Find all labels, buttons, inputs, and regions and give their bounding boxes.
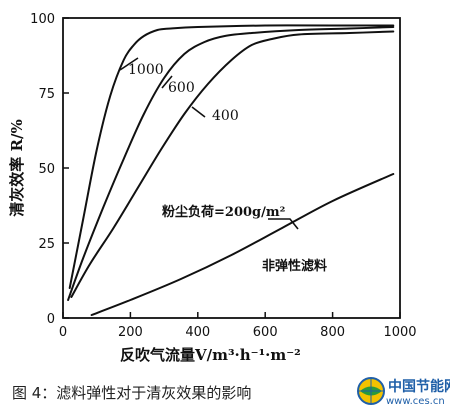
series-line-3 — [90, 173, 395, 316]
y-tick-label: 25 — [38, 237, 55, 252]
plot-area: 0 200 400 600 800 1000 0 25 50 75 100 反吹气流量V/m³·h⁻¹… — [8, 12, 417, 364]
x-axis-label: 反吹气流量V/m³·h⁻¹·m⁻² — [120, 346, 301, 364]
x-tick-label: 0 — [59, 325, 67, 340]
series-line-2 — [70, 30, 395, 298]
dust-load-annotation: 粉尘负荷=200g/m² — [162, 204, 285, 220]
series-label-leader-0 — [119, 57, 139, 71]
series-label-2: 400 — [212, 108, 239, 124]
x-tick-label: 600 — [253, 325, 278, 340]
watermark-url: www.ces.cn — [386, 396, 445, 407]
chart: 0 200 400 600 800 1000 0 25 50 75 100 反吹气流量V/m³·h⁻¹… — [8, 12, 417, 364]
series-line-1 — [67, 26, 395, 301]
non-elastic-annotation: 非弹性滤料 — [262, 258, 327, 274]
figure-caption: 图 4：滤料弹性对于清灰效果的影响 — [12, 384, 252, 402]
series-label-1: 600 — [168, 80, 195, 96]
x-tick-label: 200 — [118, 325, 143, 340]
series-label-leader-2 — [191, 106, 206, 118]
y-tick-label: 50 — [38, 162, 55, 177]
y-axis-label: 清灰效率 R/% — [8, 119, 26, 216]
watermark: 中国节能网 www.ces.cn — [356, 374, 450, 414]
dust-load-leader — [268, 218, 299, 230]
globe-logo-icon — [357, 377, 385, 405]
series-label-leader-1 — [161, 75, 173, 89]
x-tick-label: 1000 — [383, 325, 416, 340]
watermark-name: 中国节能网 — [388, 379, 450, 395]
y-tick-label: 0 — [47, 312, 55, 327]
y-tick-label: 100 — [30, 12, 55, 27]
plot-frame — [62, 17, 401, 319]
x-tick-label: 800 — [320, 325, 345, 340]
series-line-0 — [68, 24, 395, 289]
x-tick-label: 400 — [185, 325, 210, 340]
y-tick-label: 75 — [38, 87, 55, 102]
series-label-0: 1000 — [128, 62, 164, 78]
